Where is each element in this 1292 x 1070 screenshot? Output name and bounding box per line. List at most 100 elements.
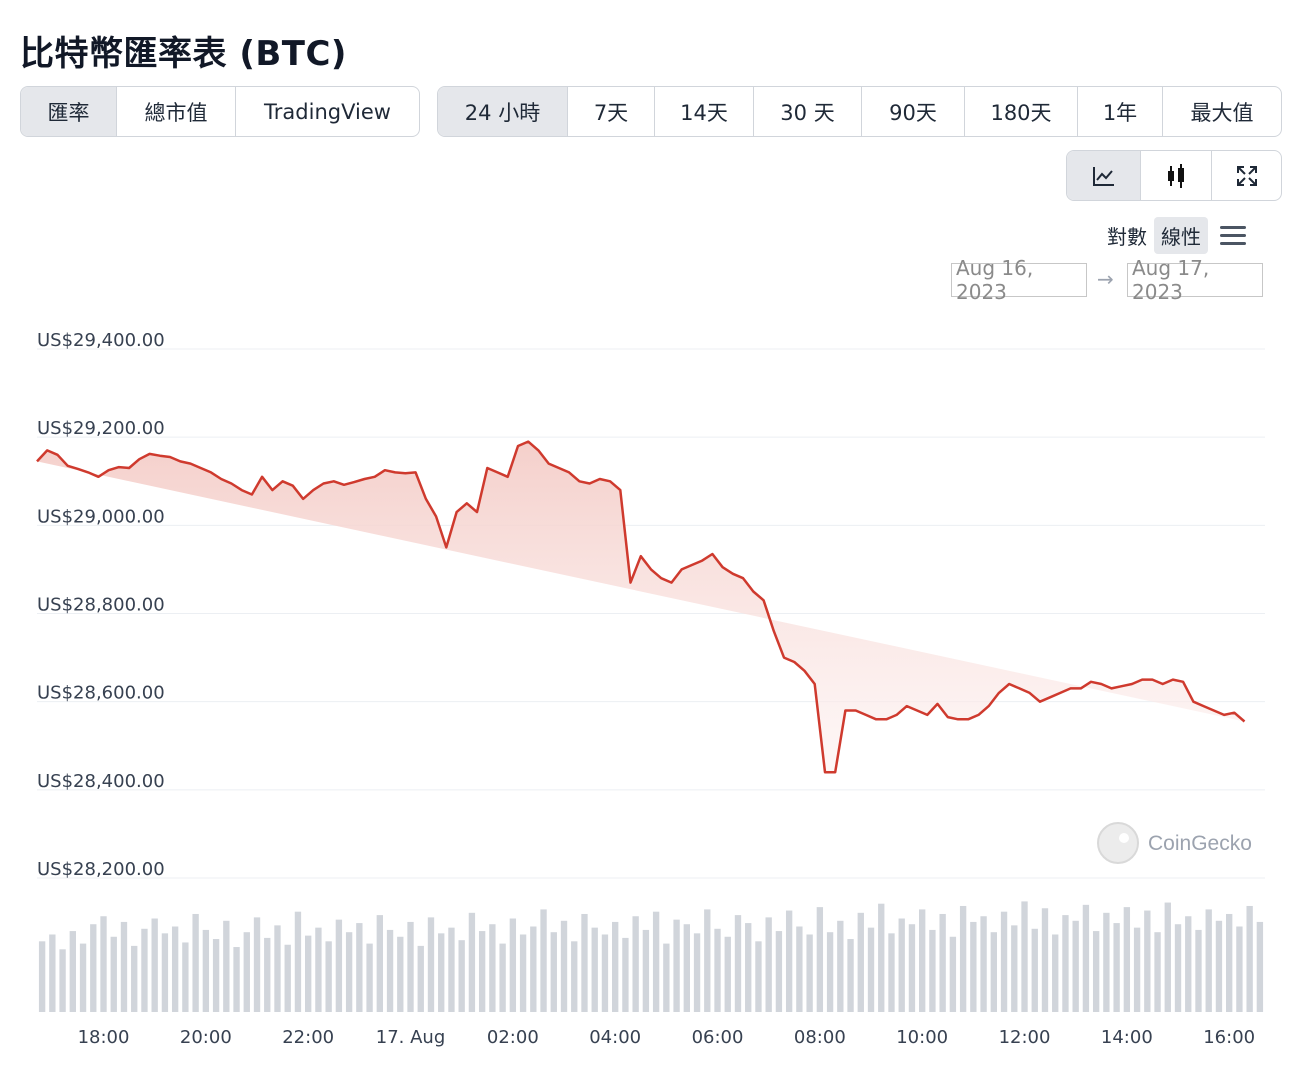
- volume-bar: [970, 921, 977, 1012]
- volume-bar: [1246, 905, 1253, 1012]
- range-24h[interactable]: 24 小時: [438, 87, 568, 136]
- volume-bar: [315, 927, 322, 1012]
- volume-bar: [622, 937, 629, 1012]
- fullscreen-button[interactable]: [1212, 151, 1281, 200]
- volume-bar: [499, 943, 506, 1012]
- watermark-text: CoinGecko: [1148, 832, 1252, 855]
- volume-bar: [1072, 920, 1079, 1012]
- range-1y[interactable]: 1年: [1078, 87, 1163, 136]
- y-tick-label: US$28,800.00: [37, 595, 165, 616]
- volume-bar: [898, 918, 905, 1012]
- volume-bar: [949, 936, 957, 1012]
- volume-bar: [888, 933, 895, 1012]
- x-tick-label: 04:00: [589, 1027, 641, 1048]
- volume-bar: [335, 919, 343, 1012]
- linear-scale-option[interactable]: 線性: [1154, 216, 1208, 254]
- volume-bar: [1164, 902, 1171, 1012]
- volume-bar: [980, 916, 987, 1012]
- volume-bar: [1236, 926, 1243, 1012]
- menu-icon[interactable]: [1220, 225, 1246, 245]
- volume-bar: [417, 945, 424, 1012]
- volume-bar: [652, 911, 660, 1012]
- volume-bar: [100, 916, 107, 1012]
- volume-bar: [120, 921, 128, 1012]
- volume-bar: [468, 912, 476, 1012]
- volume-bar: [407, 921, 414, 1012]
- volume-bar: [192, 913, 199, 1012]
- view-tab-group: 匯率 總市值 TradingView: [20, 86, 420, 137]
- volume-bar: [571, 941, 578, 1012]
- volume-bar: [171, 926, 179, 1012]
- volume-bar: [530, 926, 537, 1012]
- volume-bar: [550, 932, 557, 1012]
- y-tick-label: US$28,600.00: [37, 683, 165, 704]
- tab-tradingview[interactable]: TradingView: [264, 99, 391, 124]
- volume-bar: [356, 923, 363, 1012]
- volume-bar: [345, 932, 353, 1012]
- price-area-fill: [37, 441, 1245, 773]
- expand-icon: [1236, 165, 1257, 186]
- volume-bar: [49, 934, 56, 1012]
- volume-bar: [1092, 931, 1100, 1012]
- volume-bar: [489, 924, 496, 1012]
- volume-bar: [1123, 907, 1131, 1012]
- volume-bar: [438, 933, 445, 1012]
- range-90d[interactable]: 90天: [862, 87, 965, 136]
- volume-bar: [939, 913, 946, 1012]
- y-axis-labels: US$29,400.00 US$29,200.00 US$29,000.00 US$2…: [37, 330, 165, 880]
- tab-market-cap[interactable]: 總市值: [117, 87, 236, 136]
- gecko-eye: [1119, 833, 1129, 843]
- range-7d[interactable]: 7天: [568, 87, 655, 136]
- range-14d[interactable]: 14天: [655, 87, 754, 136]
- volume-bar: [1021, 901, 1028, 1012]
- volume-bar: [1000, 911, 1008, 1012]
- range-180d[interactable]: 180天: [965, 87, 1078, 136]
- volume-bar: [223, 920, 230, 1012]
- x-tick-label: 22:00: [282, 1027, 334, 1048]
- range-30d[interactable]: 30 天: [754, 87, 862, 136]
- tab-price[interactable]: 匯率: [21, 87, 117, 136]
- volume-bar: [1174, 924, 1182, 1012]
- line-chart-button[interactable]: [1067, 151, 1141, 200]
- log-scale-option[interactable]: 對數: [1107, 224, 1147, 249]
- volume-bar: [141, 928, 148, 1012]
- candlestick-button[interactable]: [1141, 151, 1212, 200]
- volume-bar: [704, 909, 711, 1012]
- volume-bar: [509, 918, 517, 1012]
- volume-bar: [519, 934, 527, 1012]
- volume-bar: [69, 931, 76, 1012]
- y-tick-label: US$28,400.00: [37, 771, 165, 792]
- volume-bar: [253, 917, 261, 1012]
- volume-bar: [1052, 934, 1059, 1012]
- volume-bar: [632, 916, 639, 1012]
- volume-bar: [264, 937, 271, 1012]
- volume-bar: [284, 944, 291, 1012]
- volume-bar: [151, 918, 158, 1012]
- volume-bar: [908, 924, 916, 1012]
- volume-bar: [612, 921, 619, 1012]
- volume-bar: [663, 943, 670, 1012]
- volume-bar: [182, 942, 189, 1012]
- volume-bar: [734, 915, 742, 1012]
- volume-bar: [376, 915, 383, 1012]
- range-max[interactable]: 最大值: [1190, 100, 1254, 125]
- volume-bar: [847, 939, 854, 1012]
- volume-bar: [448, 927, 455, 1012]
- x-tick-label: 18:00: [78, 1027, 130, 1048]
- y-tick-label: US$29,200.00: [37, 418, 165, 439]
- x-tick-label: 17. Aug: [376, 1027, 446, 1048]
- line-chart-icon: [1092, 166, 1114, 186]
- volume-bar: [785, 910, 793, 1012]
- volume-bar: [212, 939, 220, 1012]
- volume-bar: [1256, 921, 1264, 1012]
- volume-bar: [1133, 927, 1141, 1012]
- volume-bar: [1103, 912, 1110, 1012]
- volume-bar: [458, 940, 465, 1012]
- volume-bar: [959, 905, 967, 1012]
- volume-bar: [1062, 915, 1069, 1012]
- volume-bar: [1011, 925, 1018, 1012]
- y-tick-label: US$29,000.00: [37, 506, 165, 527]
- arrow-right-icon: →: [1097, 267, 1114, 291]
- volume-bar: [59, 949, 66, 1012]
- volume-bar: [765, 917, 772, 1012]
